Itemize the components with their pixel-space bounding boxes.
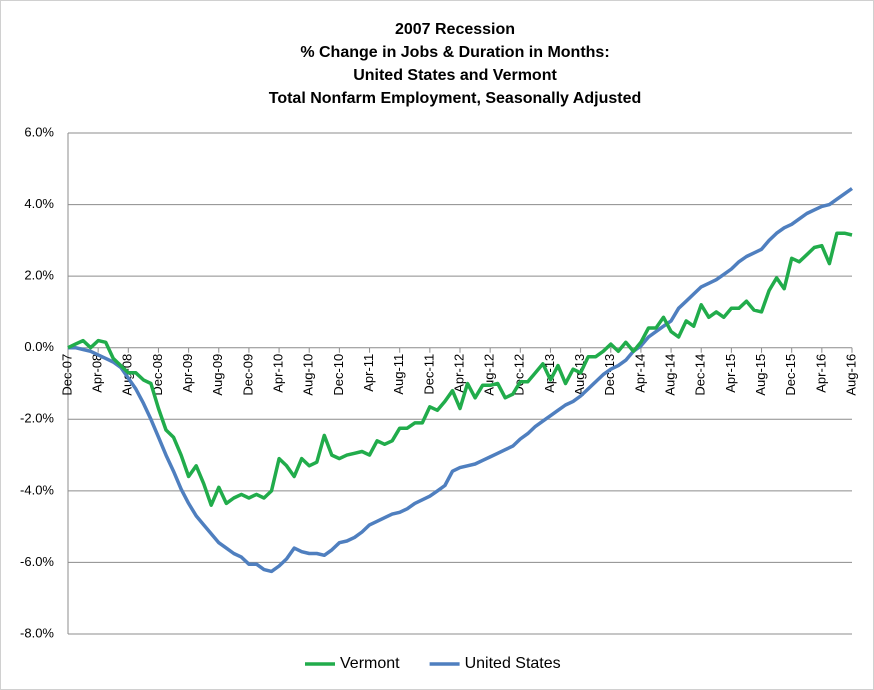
- x-tick-label: Dec-09: [240, 354, 255, 396]
- x-tick-label: Apr-16: [813, 354, 828, 393]
- x-tick-label: Dec-08: [150, 354, 165, 396]
- x-tick-label: Apr-15: [723, 354, 738, 393]
- chart-title: 2007 Recession: [395, 21, 515, 38]
- x-tick-label: Apr-08: [90, 354, 105, 393]
- x-tick-label: Dec-15: [783, 354, 798, 396]
- x-tick-label: Dec-11: [421, 354, 436, 395]
- x-tick-label: Aug-14: [663, 354, 678, 396]
- x-tick-label: Apr-09: [180, 354, 195, 393]
- x-tick-label: Apr-12: [451, 354, 466, 393]
- x-tick-label: Aug-12: [482, 354, 497, 396]
- x-tick-label: Dec-07: [59, 354, 74, 396]
- x-tick-label: Aug-16: [843, 354, 858, 396]
- x-tick-label: Aug-11: [391, 354, 406, 395]
- legend-label: Vermont: [340, 655, 400, 672]
- x-tick-label: Apr-11: [361, 354, 376, 392]
- y-tick-label: 4.0%: [24, 196, 54, 211]
- y-tick-label: 2.0%: [24, 268, 54, 283]
- y-tick-label: -8.0%: [20, 625, 54, 640]
- series-line: [68, 187, 854, 574]
- x-tick-label: Aug-09: [210, 354, 225, 396]
- x-tick-label: Aug-15: [753, 354, 768, 396]
- x-tick-label: Apr-10: [271, 354, 286, 393]
- legend-label: United States: [465, 655, 561, 672]
- x-tick-label: Apr-14: [632, 354, 647, 393]
- x-tick-label: Apr-13: [542, 354, 557, 393]
- x-tick-label: Dec-13: [602, 354, 617, 396]
- x-tick-label: Aug-10: [301, 354, 316, 396]
- y-tick-label: 0.0%: [24, 339, 54, 354]
- chart-title: Total Nonfarm Employment, Seasonally Adj…: [269, 90, 642, 107]
- x-tick-label: Dec-14: [693, 354, 708, 396]
- x-tick-label: Dec-12: [512, 354, 527, 396]
- series-line: [67, 231, 853, 507]
- chart-title: % Change in Jobs & Duration in Months:: [300, 44, 609, 61]
- chart-title: United States and Vermont: [353, 67, 557, 84]
- x-tick-label: Dec-10: [331, 354, 346, 396]
- y-tick-label: -2.0%: [20, 411, 54, 426]
- y-tick-label: -4.0%: [20, 482, 54, 497]
- y-tick-label: 6.0%: [24, 124, 54, 139]
- y-tick-label: -6.0%: [20, 554, 54, 569]
